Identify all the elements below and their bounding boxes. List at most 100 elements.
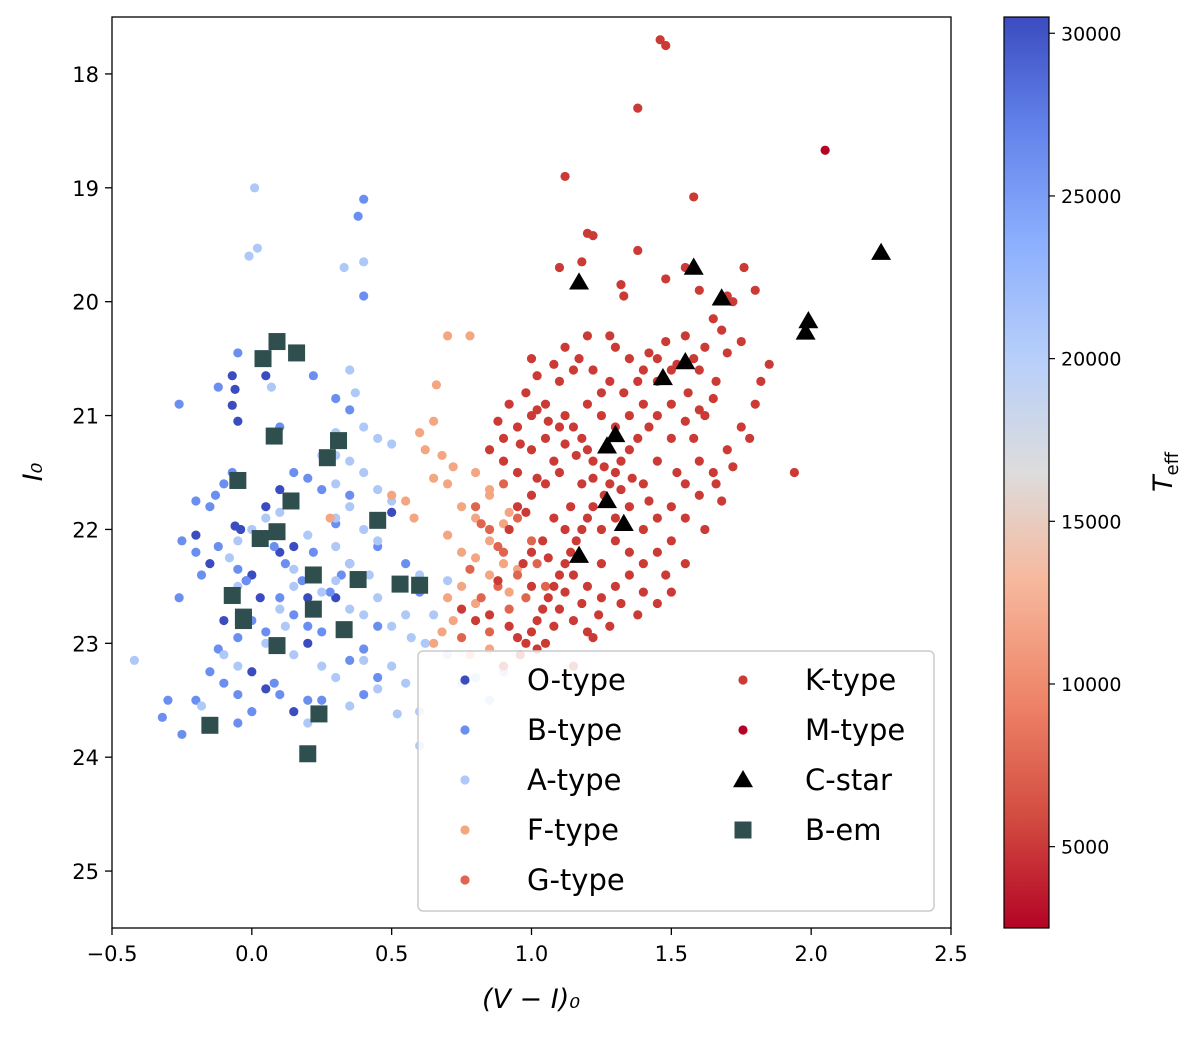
point-k-type — [582, 399, 593, 409]
point-k-type — [644, 422, 654, 432]
point-f-type — [429, 473, 439, 483]
point-f-type — [504, 507, 514, 517]
point-k-type — [540, 638, 551, 648]
point-b-type — [233, 633, 243, 643]
point-b-em — [369, 511, 387, 529]
point-b-type — [241, 576, 251, 586]
point-k-type — [633, 433, 643, 443]
point-b-type — [359, 644, 369, 654]
point-k-type — [577, 257, 587, 267]
point-k-type — [633, 245, 643, 256]
point-k-type — [689, 192, 699, 202]
point-a-type — [289, 564, 299, 574]
point-c-star — [798, 311, 819, 329]
point-k-type — [666, 365, 676, 375]
point-k-type — [694, 285, 704, 295]
point-k-type — [582, 513, 593, 523]
colorbar-tick-label: 15000 — [1061, 511, 1121, 533]
point-a-type — [359, 422, 369, 432]
point-k-type — [512, 633, 523, 643]
point-b-em — [229, 471, 247, 489]
point-g-type — [498, 547, 509, 557]
point-k-type — [694, 365, 704, 375]
colorbar-label: Teff — [1148, 451, 1183, 492]
point-k-type — [722, 445, 732, 455]
point-b-type — [325, 587, 335, 597]
point-k-type — [661, 570, 671, 580]
point-a-type — [196, 701, 207, 711]
point-k-type — [504, 621, 514, 631]
point-b-type — [177, 536, 187, 546]
point-b-type — [174, 399, 184, 409]
point-a-type — [387, 621, 397, 631]
point-b-type — [303, 621, 313, 631]
point-o-type — [230, 384, 240, 394]
point-b-type — [280, 559, 290, 569]
point-k-type — [627, 473, 637, 483]
point-k-type — [554, 604, 565, 614]
point-k-type — [588, 231, 598, 241]
point-b-em — [234, 612, 252, 630]
point-k-type — [610, 581, 621, 591]
point-g-type — [456, 633, 467, 643]
point-o-type — [275, 484, 285, 495]
point-f-type — [325, 513, 335, 523]
point-g-type — [470, 502, 481, 512]
point-b-em — [335, 621, 353, 639]
point-k-type — [560, 439, 570, 449]
point-b-type — [353, 211, 363, 221]
point-k-type — [526, 354, 537, 364]
point-k-type — [717, 325, 727, 335]
point-k-type — [571, 450, 581, 461]
point-k-type — [680, 479, 690, 489]
point-k-type — [543, 553, 553, 563]
point-a-type — [364, 570, 374, 580]
point-o-type — [247, 667, 257, 677]
point-k-type — [694, 456, 704, 466]
point-a-type — [392, 709, 402, 719]
point-o-type — [261, 371, 271, 381]
point-a-type — [331, 672, 341, 683]
point-a-type — [359, 257, 369, 267]
point-o-type — [303, 638, 313, 648]
point-f-type — [448, 615, 458, 626]
point-b-type — [174, 593, 184, 603]
point-k-type — [582, 627, 593, 637]
point-k-type — [689, 433, 699, 443]
point-a-type — [280, 621, 290, 631]
point-f-type — [443, 593, 453, 603]
point-a-type — [359, 655, 369, 665]
point-f-type — [470, 553, 481, 563]
point-k-type — [722, 348, 732, 358]
point-k-type — [596, 388, 607, 398]
point-f-type — [456, 502, 467, 512]
point-b-type — [213, 382, 223, 392]
point-k-type — [638, 365, 648, 375]
point-b-em — [268, 637, 286, 655]
point-b-type — [275, 689, 285, 700]
point-k-type — [568, 615, 579, 626]
point-k-type — [532, 371, 542, 381]
point-k-type — [644, 348, 654, 358]
y-tick-label: 19 — [72, 177, 99, 201]
point-b-em — [391, 575, 409, 593]
point-f-type — [437, 627, 447, 637]
point-b-type — [213, 541, 223, 552]
point-k-type — [728, 462, 738, 472]
legend-label-a-type: A-type — [527, 763, 621, 797]
point-b-type — [233, 564, 243, 574]
legend-marker-b-type — [460, 725, 470, 735]
point-k-type — [619, 388, 629, 398]
point-f-type — [484, 484, 495, 495]
point-b-em — [268, 333, 286, 351]
point-b-type — [345, 405, 355, 415]
point-f-type — [456, 581, 467, 591]
point-f-type — [470, 598, 481, 609]
point-k-type — [624, 570, 634, 580]
point-g-type — [526, 536, 537, 546]
point-k-type — [652, 547, 662, 557]
point-k-type — [652, 513, 662, 523]
point-f-type — [456, 547, 467, 557]
point-g-type — [498, 479, 509, 489]
